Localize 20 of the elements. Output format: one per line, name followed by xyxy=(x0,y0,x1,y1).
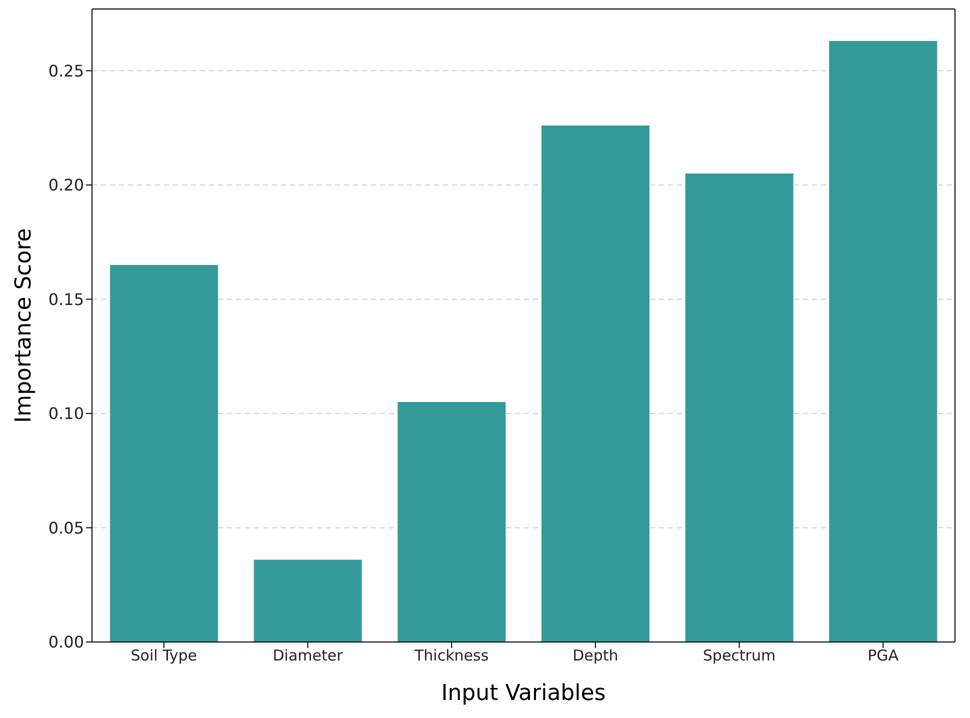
x-tick-label: Spectrum xyxy=(702,646,776,665)
x-tick-label: Soil Type xyxy=(130,646,198,665)
x-tick-label: Depth xyxy=(572,646,618,665)
y-tick-label: 0.15 xyxy=(48,290,84,309)
y-tick-label: 0.05 xyxy=(48,518,84,538)
y-axis-title: Importance Score xyxy=(12,228,36,423)
y-tick-label: 0.00 xyxy=(48,632,84,652)
x-axis-title: Input Variables xyxy=(441,681,606,706)
x-tick-label: Thickness xyxy=(414,646,489,665)
bar xyxy=(398,402,506,642)
x-tick-label: Diameter xyxy=(272,646,344,665)
bar xyxy=(110,264,218,642)
bar xyxy=(254,560,362,642)
bar xyxy=(829,40,938,642)
y-tick-label: 0.20 xyxy=(48,176,84,195)
y-tick-label: 0.10 xyxy=(48,404,84,424)
bar xyxy=(541,126,650,642)
bar xyxy=(685,174,794,642)
x-tick-label: PGA xyxy=(868,646,900,665)
y-tick-label: 0.25 xyxy=(48,61,84,80)
